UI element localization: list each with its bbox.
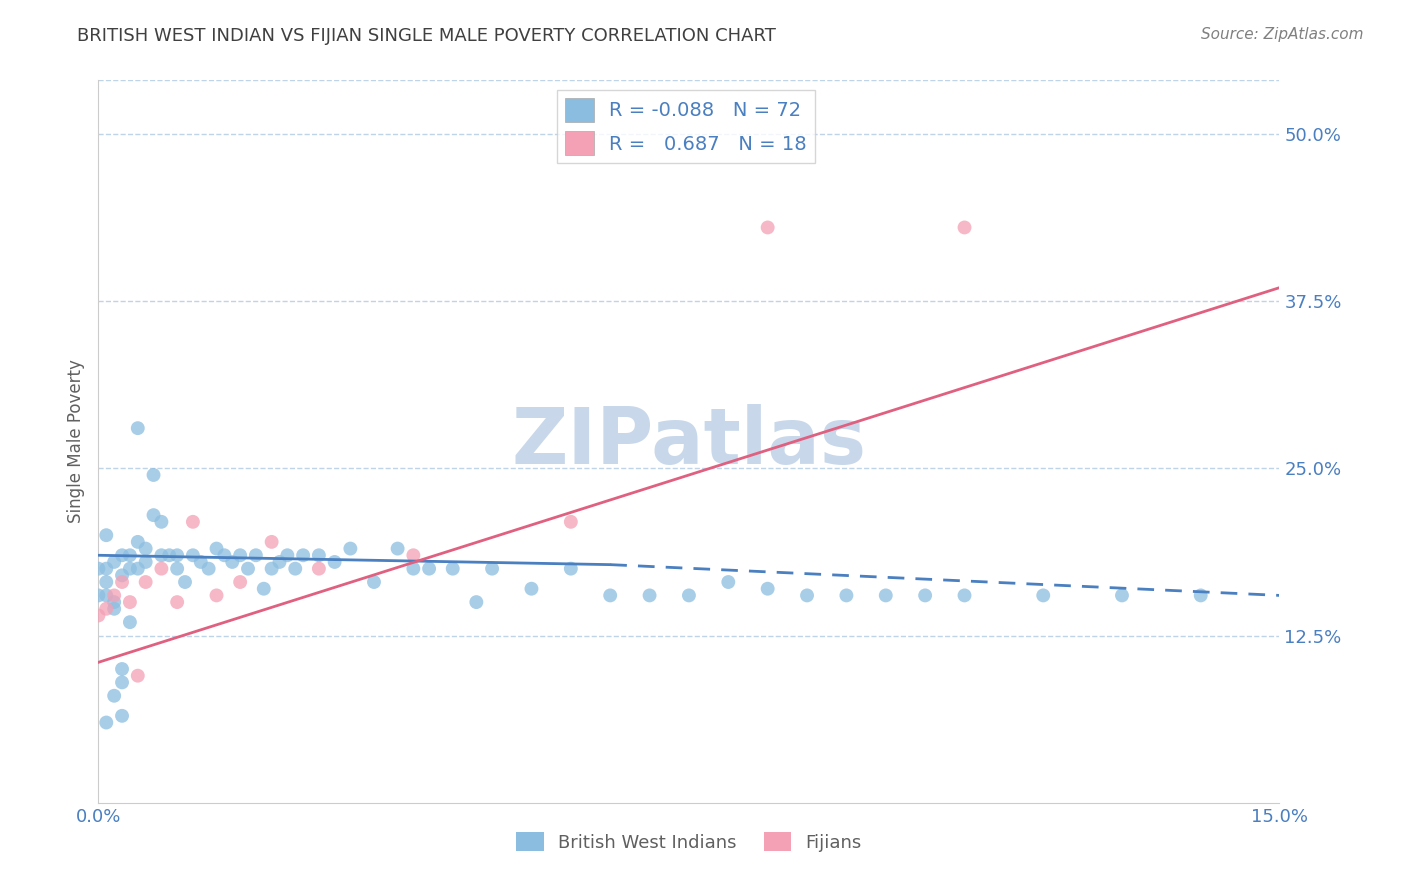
Text: BRITISH WEST INDIAN VS FIJIAN SINGLE MALE POVERTY CORRELATION CHART: BRITISH WEST INDIAN VS FIJIAN SINGLE MAL… (77, 27, 776, 45)
Point (181, 548, 204, 563)
Point (756, 582, 779, 596)
Point (229, 575, 252, 590)
Point (96, 715, 118, 730)
Point (1111, 589, 1133, 603)
Point (111, 548, 134, 563)
Point (221, 555, 243, 569)
Point (260, 562, 283, 576)
Point (181, 515, 204, 529)
Point (717, 575, 740, 590)
Point (308, 562, 330, 576)
Point (127, 421, 149, 435)
Point (284, 562, 307, 576)
Point (229, 548, 252, 563)
Point (135, 555, 157, 569)
Point (599, 589, 621, 603)
Point (111, 662, 134, 676)
Point (96, 602, 118, 616)
Point (87, 608, 110, 623)
Point (150, 548, 173, 563)
Point (953, 589, 976, 603)
Point (387, 541, 409, 556)
Point (103, 595, 125, 609)
Point (953, 220, 976, 235)
Text: ZIPatlas: ZIPatlas (512, 403, 866, 480)
Point (205, 589, 228, 603)
Point (292, 548, 315, 563)
Point (111, 575, 134, 590)
Legend: British West Indians, Fijians: British West Indians, Fijians (509, 824, 869, 859)
Point (402, 548, 425, 563)
Point (111, 675, 134, 690)
Point (465, 595, 488, 609)
Point (166, 595, 188, 609)
Point (560, 515, 582, 529)
Point (197, 562, 219, 576)
Point (111, 708, 134, 723)
Point (166, 562, 188, 576)
Point (363, 575, 385, 590)
Point (520, 582, 543, 596)
Point (441, 562, 464, 576)
Point (87, 589, 110, 603)
Point (190, 555, 212, 569)
Point (127, 534, 149, 549)
Point (638, 589, 661, 603)
Point (1189, 589, 1212, 603)
Point (157, 548, 180, 563)
Point (678, 589, 700, 603)
Point (1032, 589, 1054, 603)
Point (118, 548, 141, 563)
Point (245, 548, 267, 563)
Point (796, 589, 818, 603)
Point (914, 589, 936, 603)
Point (150, 515, 173, 529)
Point (127, 562, 149, 576)
Point (96, 528, 118, 542)
Point (103, 589, 125, 603)
Point (96, 562, 118, 576)
Point (308, 548, 330, 563)
Point (418, 562, 440, 576)
Point (142, 467, 165, 482)
Text: Source: ZipAtlas.com: Source: ZipAtlas.com (1201, 27, 1364, 42)
Point (150, 562, 173, 576)
Point (135, 575, 157, 590)
Point (402, 562, 425, 576)
Point (87, 562, 110, 576)
Point (103, 602, 125, 616)
Point (142, 508, 165, 523)
Point (174, 575, 197, 590)
Point (135, 541, 157, 556)
Point (339, 541, 361, 556)
Point (756, 220, 779, 235)
Point (118, 562, 141, 576)
Point (835, 589, 858, 603)
Point (103, 689, 125, 703)
Point (323, 555, 346, 569)
Point (205, 541, 228, 556)
Point (118, 595, 141, 609)
Point (96, 575, 118, 590)
Point (96, 589, 118, 603)
Y-axis label: Single Male Poverty: Single Male Poverty (66, 359, 84, 524)
Point (127, 669, 149, 683)
Point (111, 568, 134, 582)
Point (166, 548, 188, 563)
Point (481, 562, 503, 576)
Point (118, 615, 141, 630)
Point (260, 534, 283, 549)
Point (560, 562, 582, 576)
Point (103, 555, 125, 569)
Point (276, 548, 298, 563)
Point (253, 582, 276, 596)
Point (214, 548, 236, 563)
Point (875, 589, 897, 603)
Point (236, 562, 259, 576)
Point (269, 555, 291, 569)
